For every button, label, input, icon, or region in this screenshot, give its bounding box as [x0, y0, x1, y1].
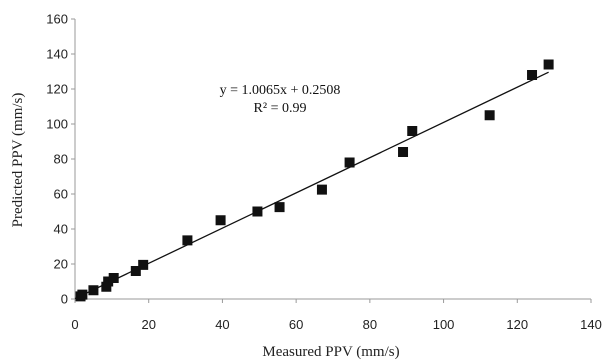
x-tick-label: 80: [363, 317, 377, 332]
data-point: [527, 70, 538, 80]
y-tick-label: 140: [46, 47, 68, 62]
data-point: [182, 235, 193, 246]
data-point: [108, 273, 119, 283]
data-point: [398, 147, 409, 157]
data-point: [138, 259, 149, 270]
x-axis: 0 20 40 60 80 100 120 140: [71, 298, 602, 332]
x-tick-label: 40: [215, 317, 229, 332]
data-point: [101, 281, 112, 292]
y-tick-label: 160: [46, 12, 68, 27]
data-point: [88, 285, 99, 296]
x-tick-label: 60: [289, 317, 303, 332]
data-point: [484, 110, 495, 121]
data-point: [130, 266, 141, 276]
y-tick-label: 80: [54, 152, 68, 167]
data-point: [344, 157, 355, 168]
x-tick-label: 0: [71, 317, 78, 332]
x-tick-label: 20: [141, 317, 155, 332]
data-point: [407, 126, 418, 136]
y-axis: 0 20 40 60 80 100 120 140 160: [46, 12, 76, 307]
x-tick-label: 100: [433, 317, 455, 332]
y-axis-title: Predicted PPV (mm/s): [10, 93, 26, 228]
y-tick-label: 100: [46, 117, 68, 132]
data-point: [274, 202, 285, 213]
y-tick-label: 60: [54, 187, 68, 202]
trendline: [74, 71, 549, 300]
trendline-equation: y = 1.0065x + 0.2508: [220, 83, 341, 98]
x-tick-label: 140: [580, 317, 602, 332]
y-tick-label: 0: [61, 292, 68, 307]
y-tick-label: 20: [54, 257, 68, 272]
data-point: [215, 215, 226, 226]
x-axis-title: Measured PPV (mm/s): [262, 344, 399, 360]
data-point: [543, 59, 554, 70]
data-point: [103, 276, 114, 287]
data-point: [77, 289, 88, 300]
y-tick-label: 40: [54, 222, 68, 237]
data-point: [316, 184, 327, 195]
trendline-layer: [74, 71, 549, 300]
x-tick-label: 120: [506, 317, 528, 332]
data-points: [75, 59, 554, 302]
r-squared-label: R² = 0.99: [254, 101, 307, 116]
data-point: [252, 206, 263, 217]
y-tick-label: 120: [46, 82, 68, 97]
